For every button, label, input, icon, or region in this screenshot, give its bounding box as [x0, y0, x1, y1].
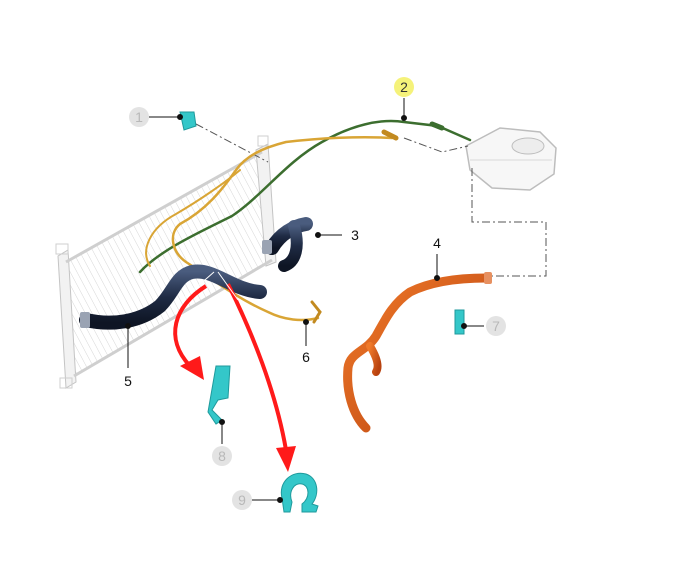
callout-3: 3: [351, 227, 359, 243]
callout-2: 2: [394, 77, 414, 97]
clip-9: [280, 472, 319, 513]
dash-dot-leaders: [195, 123, 547, 277]
callout-6: 6: [302, 349, 310, 365]
callout-8: 8: [212, 446, 232, 466]
callout-7: 7: [486, 316, 506, 336]
white-guide-lines: [181, 271, 239, 301]
callout-7-label: 7: [492, 318, 500, 334]
callout-4-label: 4: [433, 235, 441, 251]
callout-2-label: 2: [400, 79, 408, 95]
callout-9: 9: [232, 490, 252, 510]
red-arrow-to-clip-9: [226, 283, 296, 472]
callout-6-label: 6: [302, 349, 310, 365]
callout-4: 4: [433, 235, 441, 251]
callout-5: 5: [124, 373, 132, 389]
clip-1: [179, 111, 197, 131]
red-arrow-to-clip-8: [173, 284, 208, 380]
clip-7: [454, 309, 465, 335]
callout-8-label: 8: [218, 448, 226, 464]
callout-1-label: 1: [135, 109, 143, 125]
lower-radiator-hose: [79, 264, 267, 330]
callout-1: 1: [129, 107, 149, 127]
clip-8: [207, 365, 231, 425]
yellow-hose: [145, 129, 399, 324]
expansion-tank: [465, 127, 557, 191]
radiator: [55, 135, 277, 389]
callout-9-label: 9: [238, 492, 246, 508]
callout-5-label: 5: [124, 373, 132, 389]
leader-lines: [125, 98, 484, 503]
green-vent-hose: [138, 119, 472, 274]
heater-hose: [343, 272, 492, 433]
upper-radiator-hose: [262, 217, 313, 272]
callout-3-label: 3: [351, 227, 359, 243]
